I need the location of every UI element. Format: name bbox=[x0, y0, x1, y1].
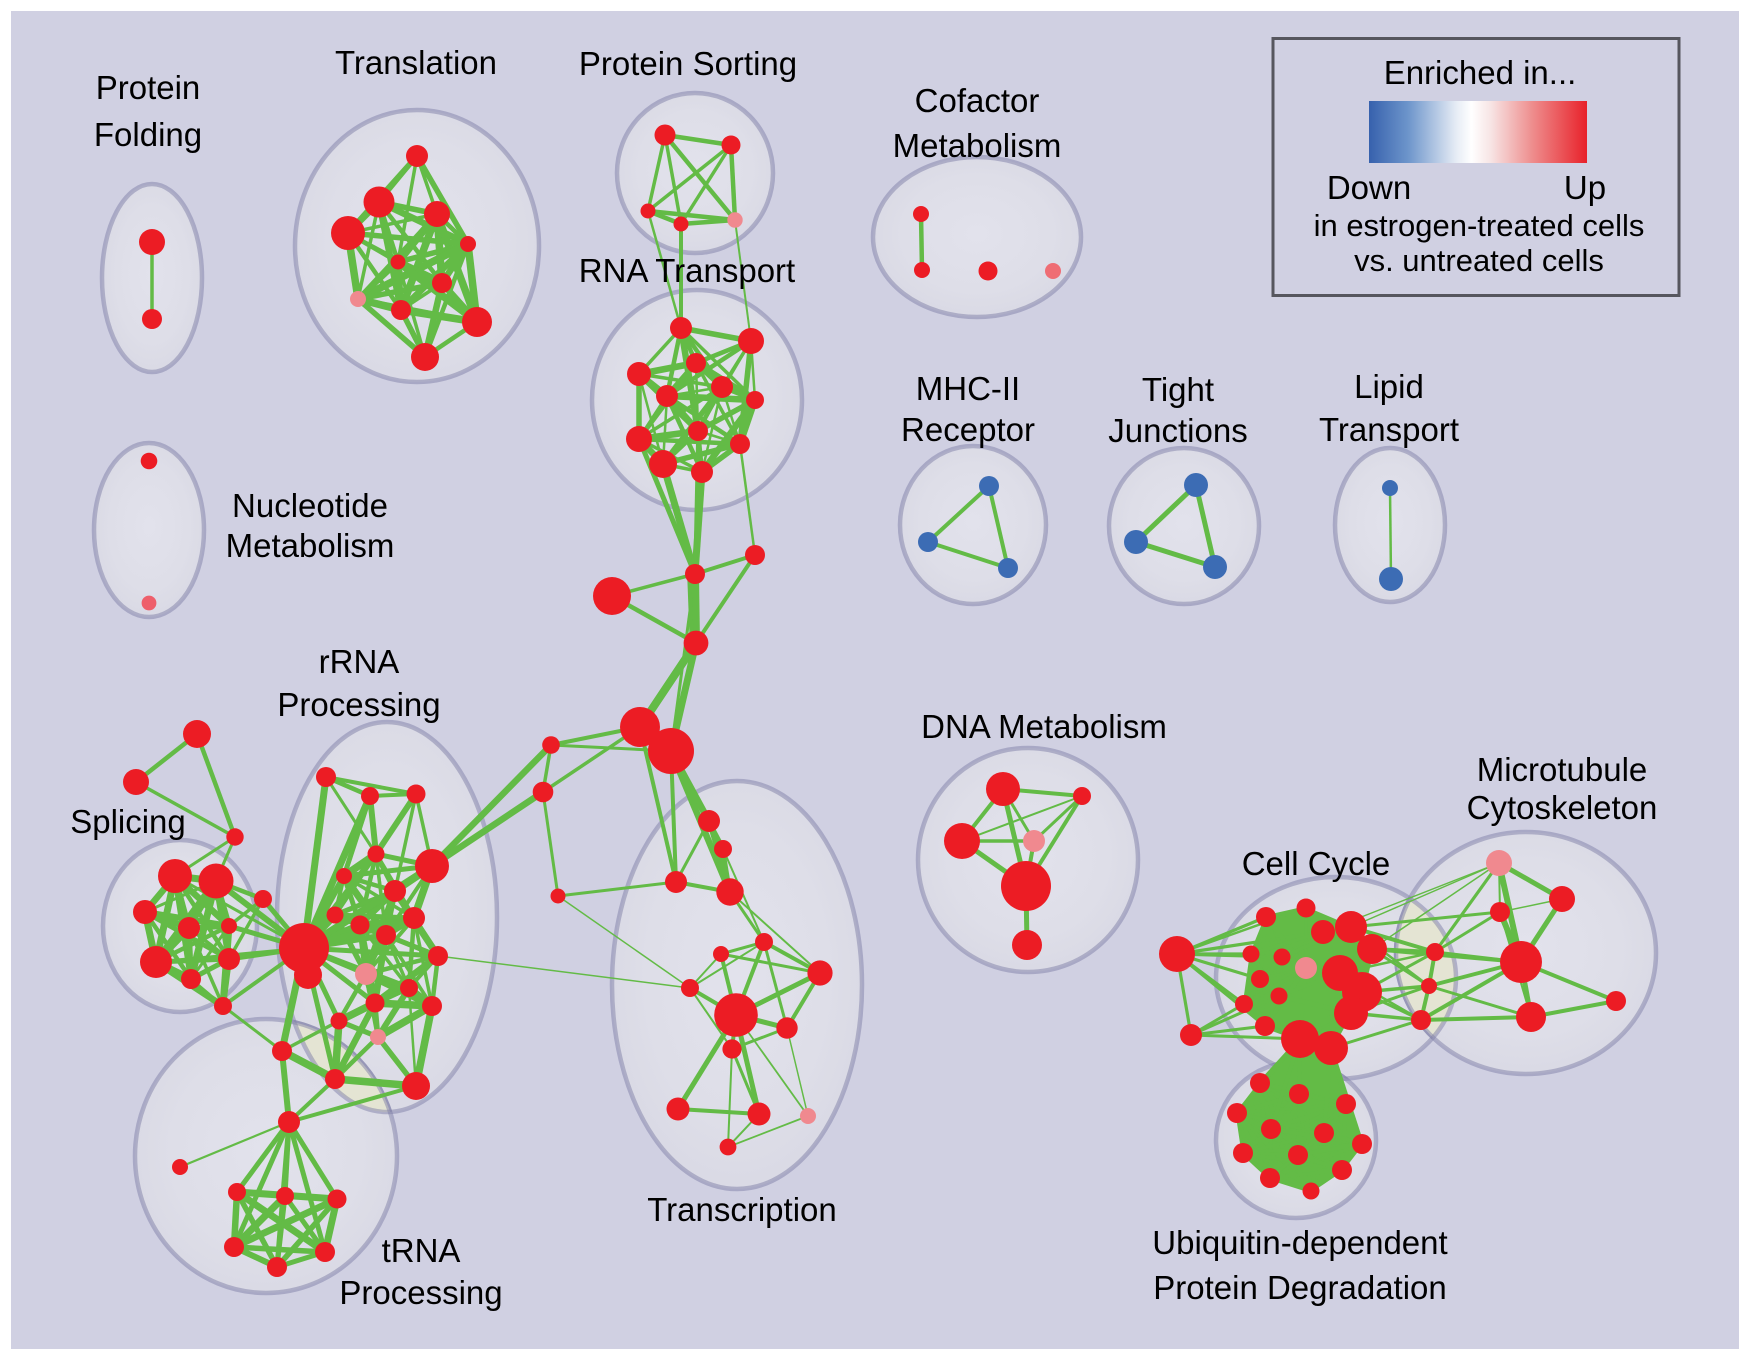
svg-text:in estrogen-treated cells: in estrogen-treated cells bbox=[1314, 208, 1645, 243]
svg-text:Processing: Processing bbox=[277, 686, 440, 723]
svg-text:Lipid: Lipid bbox=[1354, 368, 1424, 405]
svg-text:Splicing: Splicing bbox=[70, 803, 186, 840]
svg-text:Metabolism: Metabolism bbox=[226, 527, 395, 564]
svg-text:Down: Down bbox=[1327, 169, 1411, 206]
svg-text:MHC-II: MHC-II bbox=[916, 370, 1020, 407]
svg-text:Nucleotide: Nucleotide bbox=[232, 487, 388, 524]
svg-text:Processing: Processing bbox=[339, 1274, 502, 1311]
svg-text:Cytoskeleton: Cytoskeleton bbox=[1467, 789, 1658, 826]
svg-text:Cofactor: Cofactor bbox=[915, 82, 1040, 119]
svg-text:Cell Cycle: Cell Cycle bbox=[1242, 845, 1391, 882]
svg-text:Tight: Tight bbox=[1142, 371, 1214, 408]
svg-text:Junctions: Junctions bbox=[1108, 412, 1247, 449]
svg-text:rRNA: rRNA bbox=[319, 643, 400, 680]
svg-text:Ubiquitin-dependent: Ubiquitin-dependent bbox=[1152, 1224, 1447, 1261]
svg-text:Protein: Protein bbox=[96, 69, 201, 106]
svg-text:Microtubule: Microtubule bbox=[1477, 751, 1648, 788]
svg-text:tRNA: tRNA bbox=[382, 1232, 461, 1269]
svg-text:RNA Transport: RNA Transport bbox=[579, 252, 795, 289]
svg-text:Metabolism: Metabolism bbox=[893, 127, 1062, 164]
svg-text:Enriched in...: Enriched in... bbox=[1384, 54, 1577, 91]
svg-text:Transcription: Transcription bbox=[647, 1191, 837, 1228]
svg-text:Receptor: Receptor bbox=[901, 411, 1035, 448]
svg-text:Up: Up bbox=[1564, 169, 1606, 206]
svg-text:DNA Metabolism: DNA Metabolism bbox=[921, 708, 1167, 745]
svg-text:Protein Degradation: Protein Degradation bbox=[1153, 1269, 1447, 1306]
svg-text:Transport: Transport bbox=[1319, 411, 1459, 448]
svg-text:Protein Sorting: Protein Sorting bbox=[579, 45, 797, 82]
svg-text:vs. untreated cells: vs. untreated cells bbox=[1354, 243, 1604, 278]
svg-text:Translation: Translation bbox=[335, 44, 497, 81]
svg-text:Folding: Folding bbox=[94, 116, 202, 153]
